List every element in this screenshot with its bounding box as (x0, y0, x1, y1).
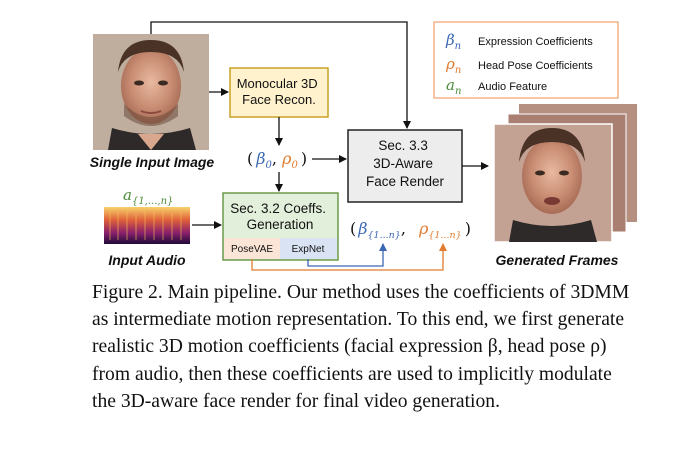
svg-text:Audio Feature: Audio Feature (478, 81, 547, 93)
sequence-coefficients: (β{1...n}, ρ{1...n}) (350, 219, 471, 241)
caption-line-4: from audio, then these coefficients are … (92, 363, 612, 385)
audio-spectrogram (104, 207, 190, 244)
initial-coefficients: (β0, ρ0) (247, 149, 307, 171)
svg-text:βn: βn (445, 31, 461, 52)
svg-text:an: an (446, 76, 461, 97)
face-render-label: Sec. 3.3 3D-Aware Face Render (366, 138, 445, 189)
legend-item-expression: βn Expression Coefficients (445, 31, 593, 52)
monocular-recon-box (229, 67, 329, 118)
caption-line-5: the 3D-aware face render for final video… (92, 390, 500, 412)
legend: βn Expression Coefficients ρn Head Pose … (433, 21, 619, 99)
input-face-image (93, 34, 209, 150)
posevae-block (224, 238, 280, 259)
beta-arrow (307, 243, 387, 267)
input-image-label: Single Input Image (90, 154, 215, 170)
svg-text:Expression Coefficients: Expression Coefficients (478, 36, 593, 48)
posevae-label: PoseVAE (231, 244, 273, 255)
audio-feature-symbol: a{1,...,n} (123, 186, 173, 207)
rho-arrow (251, 243, 447, 271)
flow-arrows (150, 21, 489, 229)
svg-text:ρn: ρn (445, 55, 461, 76)
expnet-label: ExpNet (292, 244, 325, 255)
caption-line-3: realistic 3D motion coefficients (facial… (92, 336, 607, 358)
expnet-block (280, 238, 337, 259)
caption-line-1: Figure 2. Main pipeline. Our method uses… (92, 282, 630, 303)
pipeline-diagram: Single Input Image a{1,...,n} Input Audi… (90, 21, 637, 271)
generated-frames-label: Generated Frames (496, 252, 619, 268)
coeffs-generation-label: Sec. 3.2 Coeffs. Generation (230, 201, 330, 232)
input-audio-label: Input Audio (108, 252, 186, 268)
generated-frames (493, 104, 637, 243)
svg-text:Head Pose Coefficients: Head Pose Coefficients (478, 60, 593, 72)
face-render-box (347, 129, 463, 203)
figure-caption: Figure 2. Main pipeline. Our method uses… (92, 279, 652, 415)
monocular-recon-label: Monocular 3D Face Recon. (237, 76, 322, 107)
legend-item-headpose: ρn Head Pose Coefficients (445, 55, 593, 76)
caption-line-2: as intermediate motion representation. T… (92, 309, 625, 331)
legend-item-audio: an Audio Feature (446, 76, 547, 97)
